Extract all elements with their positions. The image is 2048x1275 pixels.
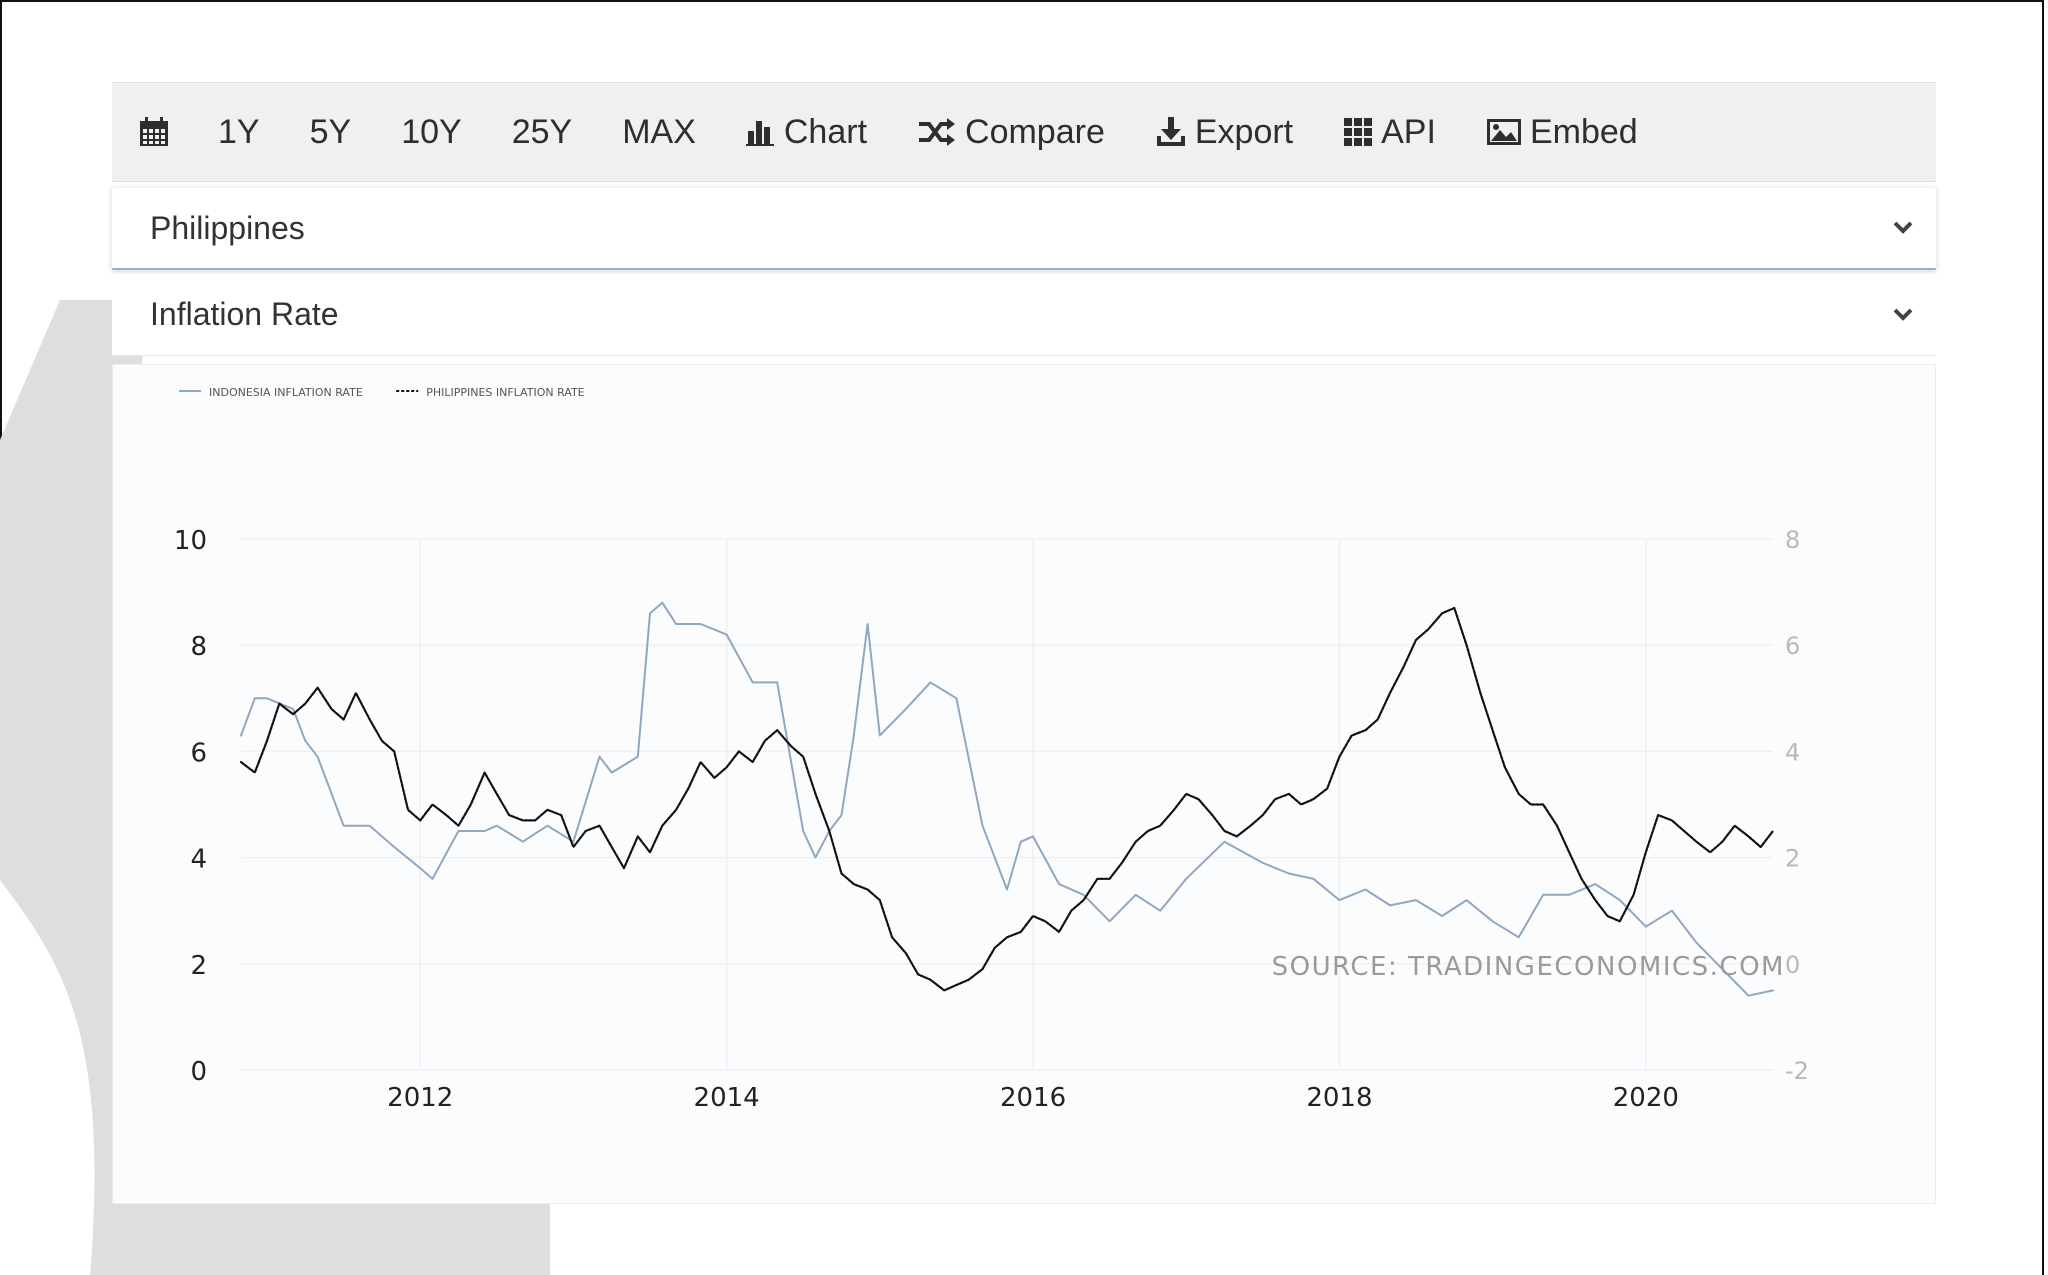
- image-icon: [1486, 119, 1521, 145]
- y-tick-right: 8: [1785, 526, 1800, 554]
- chevron-down-icon: [1893, 308, 1913, 321]
- x-tick-label: 2018: [1306, 1083, 1372, 1113]
- grid-icon: [1344, 118, 1373, 146]
- y-tick-right: 6: [1785, 632, 1800, 660]
- chevron-down-icon: [1893, 221, 1913, 234]
- x-tick-label: 2012: [387, 1083, 453, 1113]
- api-button-label: API: [1381, 112, 1436, 151]
- y-tick-left: 4: [190, 845, 207, 875]
- y-tick-right: 2: [1785, 845, 1800, 873]
- embed-button-label: Embed: [1529, 112, 1638, 151]
- download-icon: [1156, 117, 1185, 146]
- y-tick-right: -2: [1785, 1057, 1809, 1085]
- range-1y-button[interactable]: 1Y: [218, 112, 260, 151]
- api-button[interactable]: API: [1343, 113, 1436, 152]
- range-10y-button[interactable]: 10Y: [401, 112, 462, 151]
- y-tick-left: 8: [190, 632, 207, 662]
- export-button[interactable]: Export: [1155, 113, 1293, 152]
- country-select-value: Philippines: [150, 209, 305, 246]
- y-tick-left: 6: [190, 738, 207, 768]
- philippines-series-line: [239, 606, 1775, 992]
- calendar-icon: [140, 117, 168, 146]
- y-tick-left: 0: [190, 1057, 207, 1087]
- y-tick-left: 10: [174, 526, 207, 556]
- source-label: SOURCE: TRADINGECONOMICS.COM: [1272, 952, 1785, 982]
- range-5y-button[interactable]: 5Y: [309, 112, 352, 151]
- range-max-button[interactable]: MAX: [622, 112, 696, 151]
- export-button-label: Export: [1194, 112, 1294, 151]
- y-tick-right: 0: [1785, 951, 1800, 979]
- y-tick-left: 2: [190, 951, 207, 981]
- toolbar: 1Y 5Y 10Y 25Y MAX Chart Compare Export A…: [112, 82, 1936, 182]
- bar-chart-icon: [745, 121, 774, 146]
- y-tick-right: 4: [1785, 738, 1800, 766]
- country-select[interactable]: Philippines: [112, 188, 1936, 270]
- indicator-select[interactable]: Inflation Rate: [112, 274, 1936, 356]
- legend-label: INDONESIA INFLATION RATE: [209, 386, 363, 399]
- x-tick-label: 2020: [1613, 1083, 1679, 1113]
- chart-panel: 0 2 4 6 8 10 -2 0 2 4 6 8 2012 2014 2016 2018 2020 IND…: [112, 364, 1936, 1204]
- compare-button-label: Compare: [965, 112, 1105, 151]
- x-tick-label: 2016: [1000, 1083, 1066, 1113]
- indicator-select-value: Inflation Rate: [150, 296, 339, 332]
- chart-button-label: Chart: [783, 112, 868, 151]
- inflation-chart: 0 2 4 6 8 10 -2 0 2 4 6 8 2012 2014 2016 2018 2020 IND…: [174, 386, 1809, 1113]
- legend-label: PHILIPPINES INFLATION RATE: [426, 386, 584, 399]
- chart-widget: 1Y 5Y 10Y 25Y MAX Chart Compare Export A…: [112, 82, 1936, 1204]
- x-tick-label: 2014: [694, 1083, 760, 1113]
- compare-button[interactable]: Compare: [917, 113, 1105, 152]
- chart-button[interactable]: Chart: [745, 112, 868, 152]
- embed-button[interactable]: Embed: [1486, 113, 1638, 152]
- shuffle-icon: [919, 118, 956, 146]
- range-25y-button[interactable]: 25Y: [511, 112, 573, 151]
- indonesia-series-line: [240, 601, 1774, 997]
- calendar-button[interactable]: [138, 116, 170, 148]
